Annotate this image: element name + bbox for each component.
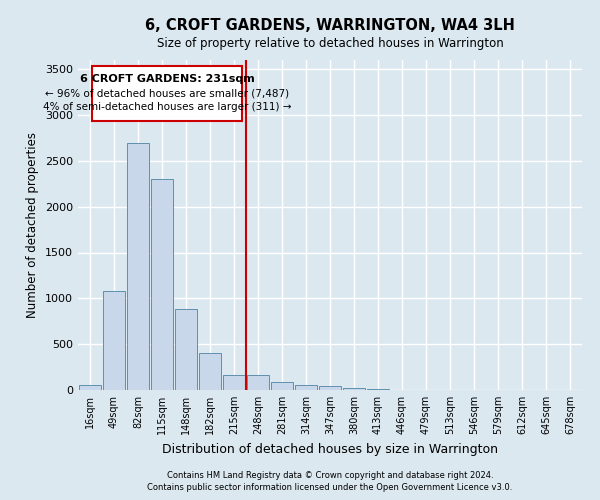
Bar	[367, 389, 389, 390]
Text: Contains HM Land Registry data © Crown copyright and database right 2024.: Contains HM Land Registry data © Crown c…	[167, 471, 493, 480]
Bar	[175, 310, 197, 390]
Text: Size of property relative to detached houses in Warrington: Size of property relative to detached ho…	[157, 38, 503, 51]
X-axis label: Distribution of detached houses by size in Warrington: Distribution of detached houses by size …	[162, 442, 498, 456]
Bar	[343, 388, 365, 390]
Text: ← 96% of detached houses are smaller (7,487): ← 96% of detached houses are smaller (7,…	[45, 88, 289, 98]
Bar	[127, 142, 149, 390]
Bar	[103, 291, 125, 390]
Bar	[79, 386, 101, 390]
Y-axis label: Number of detached properties: Number of detached properties	[26, 132, 40, 318]
Text: 6, CROFT GARDENS, WARRINGTON, WA4 3LH: 6, CROFT GARDENS, WARRINGTON, WA4 3LH	[145, 18, 515, 32]
Bar	[247, 376, 269, 390]
Text: 6 CROFT GARDENS: 231sqm: 6 CROFT GARDENS: 231sqm	[80, 74, 254, 84]
Bar	[295, 385, 317, 390]
Bar	[271, 382, 293, 390]
Text: Contains public sector information licensed under the Open Government Licence v3: Contains public sector information licen…	[148, 484, 512, 492]
Bar	[151, 179, 173, 390]
Bar	[223, 376, 245, 390]
FancyBboxPatch shape	[92, 66, 242, 120]
Bar	[199, 354, 221, 390]
Text: 4% of semi-detached houses are larger (311) →: 4% of semi-detached houses are larger (3…	[43, 102, 291, 113]
Bar	[319, 386, 341, 390]
